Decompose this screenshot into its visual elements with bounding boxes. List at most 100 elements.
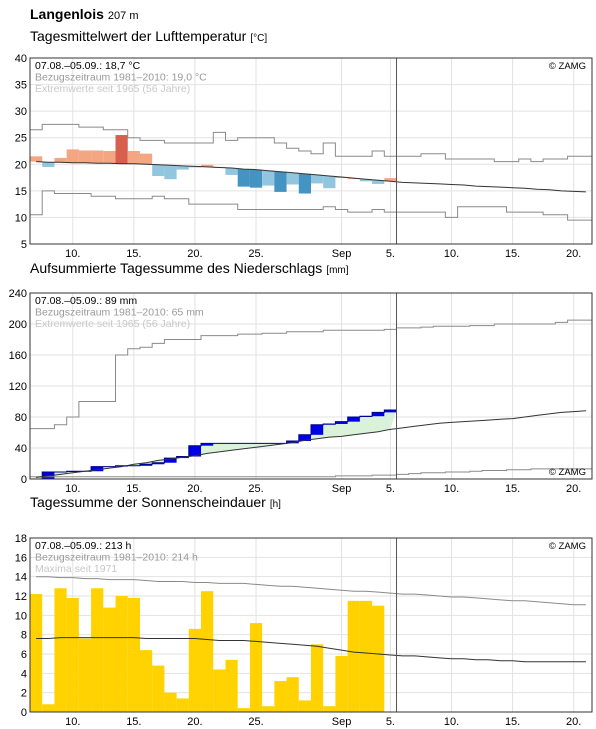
info-line-3: Extremwerte seit 1965 (56 Jahre)	[35, 83, 190, 95]
y-tick-label: 10	[15, 212, 27, 224]
info-line-2: Bezugszeitraum 1981–2010: 214 h	[35, 552, 198, 564]
precip-daily-bar	[152, 462, 165, 465]
y-tick-label: 40	[15, 53, 27, 65]
y-tick-label: 160	[9, 350, 27, 362]
temp-anomaly-bar	[54, 157, 67, 163]
y-tick-label: 2	[21, 688, 27, 700]
temp-anomaly-bar	[286, 172, 299, 185]
sunshine-bar	[42, 704, 55, 712]
sunshine-bar	[225, 659, 238, 712]
x-tick-label: Sep	[332, 716, 352, 728]
y-tick-label: 80	[15, 412, 27, 424]
sunshine-bar	[164, 692, 177, 712]
x-tick-label: Sep	[332, 248, 352, 260]
temp-anomaly-bar	[176, 165, 189, 170]
y-tick-label: 8	[21, 630, 27, 642]
y-tick-label: 40	[15, 443, 27, 455]
y-tick-label: 0	[21, 474, 27, 486]
x-tick-label: 20.	[187, 716, 202, 728]
copyright: © ZAMG	[549, 61, 586, 72]
info-line-1: 07.08.–05.09.: 89 mm	[35, 295, 137, 307]
sunshine-bar	[139, 650, 153, 712]
y-tick-label: 5	[21, 239, 27, 251]
temp-anomaly-bar	[347, 178, 360, 180]
x-tick-label: 25.	[248, 716, 263, 728]
station-header: Langenlois 207 m	[30, 6, 138, 22]
x-tick-label: 15.	[126, 248, 141, 260]
x-tick-label: 15.	[505, 716, 520, 728]
x-tick-label: 10.	[444, 716, 459, 728]
sunshine-bar	[213, 669, 226, 712]
y-tick-label: 16	[15, 552, 27, 564]
sunshine-bar	[262, 706, 275, 712]
sunshine-bar	[298, 700, 311, 712]
precip-daily-bar	[372, 412, 385, 417]
temp-anomaly-bar	[201, 164, 214, 167]
precip-daily-bar	[298, 434, 311, 442]
temp-anomaly-bar	[384, 178, 397, 182]
sunshine-bar	[115, 596, 128, 712]
y-tick-label: 25	[15, 133, 27, 145]
chart-unit-1: [°C]	[250, 33, 267, 44]
temp-anomaly-bar	[115, 135, 128, 164]
info-line-1: 07.08.–05.09.: 213 h	[35, 540, 131, 552]
temp-anomaly-bar	[335, 177, 348, 179]
temp-anomaly-bar	[372, 180, 385, 184]
sunshine-bar	[372, 605, 385, 712]
sunshine-bar	[91, 588, 104, 712]
chart-title-3: Tagessumme der Sonnenscheindauer [h]	[30, 494, 281, 510]
info-line-2: Bezugszeitraum 1981–2010: 19,0 °C	[35, 72, 207, 84]
temp-anomaly-bar	[298, 173, 311, 194]
precip-daily-bar	[139, 464, 153, 466]
info-line-2: Bezugszeitraum 1981–2010: 65 mm	[35, 307, 204, 319]
climate-mean-line	[36, 410, 586, 478]
x-tick-label: 25.	[248, 248, 263, 260]
x-tick-label: 5.	[386, 483, 395, 495]
temp-anomaly-bar	[311, 174, 324, 184]
info-line-3: Maxima seit 1971	[35, 563, 117, 575]
x-tick-label: 10.	[65, 248, 80, 260]
sunshine-bar	[188, 628, 202, 712]
x-tick-label: Sep	[332, 483, 352, 495]
sunshine-bar	[54, 588, 67, 712]
x-tick-label: 5.	[386, 716, 395, 728]
sunshine-bar	[359, 600, 373, 712]
y-tick-label: 200	[9, 319, 27, 331]
temp-anomaly-bar	[262, 170, 275, 186]
plot-frame	[29, 57, 593, 245]
x-tick-label: 20.	[187, 483, 202, 495]
sunshine-bar	[201, 591, 214, 712]
station-altitude: 207 m	[107, 10, 139, 22]
plot-frame	[29, 292, 593, 480]
x-tick-label: 5.	[386, 248, 395, 260]
plot-frame	[29, 537, 593, 713]
temp-anomaly-bar	[42, 162, 55, 167]
precip-cumulative-line	[30, 409, 397, 480]
temp-anomaly-bar	[103, 151, 116, 164]
temp-anomaly-bar	[127, 151, 140, 164]
sunshine-bar	[66, 597, 79, 712]
precip-daily-bar	[188, 445, 202, 457]
copyright: © ZAMG	[549, 467, 586, 478]
y-tick-label: 120	[9, 381, 27, 393]
temp-anomaly-bar	[78, 150, 92, 163]
y-tick-label: 35	[15, 80, 27, 92]
precip-daily-bar	[164, 458, 177, 463]
y-tick-label: 4	[21, 668, 27, 680]
precip-daily-bar	[91, 466, 104, 472]
y-tick-label: 10	[15, 610, 27, 622]
temp-anomaly-bar	[164, 165, 177, 180]
temp-anomaly-bar	[152, 164, 165, 176]
temp-anomaly-bar	[91, 150, 104, 164]
sunshine-bar	[237, 708, 250, 712]
chart-title-2: Aufsummierte Tagessumme des Niederschlag…	[30, 260, 349, 276]
temp-anomaly-bar	[323, 175, 336, 189]
precip-daily-bar	[201, 443, 214, 446]
sunshine-bar	[103, 607, 116, 712]
sunshine-bar	[274, 681, 287, 712]
extreme-max-line	[36, 576, 586, 606]
temp-anomaly-bar	[359, 179, 373, 182]
sunshine-bar	[335, 655, 348, 712]
